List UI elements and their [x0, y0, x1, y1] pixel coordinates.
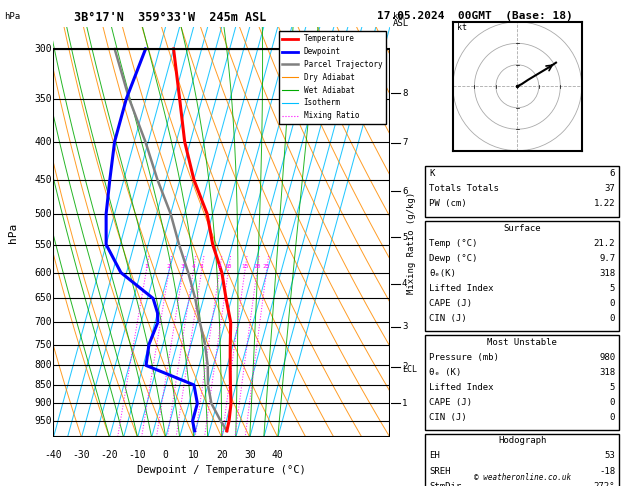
Text: 272°: 272° — [594, 482, 615, 486]
Text: 4: 4 — [402, 279, 408, 288]
Text: -18: -18 — [599, 467, 615, 476]
Text: 300: 300 — [34, 44, 52, 54]
Text: 25: 25 — [263, 264, 270, 269]
Text: Dewp (°C): Dewp (°C) — [429, 254, 477, 263]
Text: 850: 850 — [34, 380, 52, 390]
Text: 40: 40 — [272, 450, 284, 460]
Text: Hodograph: Hodograph — [498, 436, 546, 446]
Text: CIN (J): CIN (J) — [429, 314, 467, 323]
Text: -20: -20 — [101, 450, 118, 460]
Text: 750: 750 — [34, 340, 52, 349]
Text: EH: EH — [429, 451, 440, 461]
Text: 3: 3 — [402, 322, 408, 331]
Text: 4: 4 — [191, 264, 195, 269]
Text: Surface: Surface — [503, 224, 541, 233]
Text: 10: 10 — [225, 264, 232, 269]
Text: SREH: SREH — [429, 467, 450, 476]
Text: 1: 1 — [402, 399, 408, 408]
Text: hPa: hPa — [8, 223, 18, 243]
Legend: Temperature, Dewpoint, Parcel Trajectory, Dry Adiabat, Wet Adiabat, Isotherm, Mi: Temperature, Dewpoint, Parcel Trajectory… — [279, 31, 386, 124]
Text: PW (cm): PW (cm) — [429, 199, 467, 208]
Text: 450: 450 — [34, 175, 52, 185]
X-axis label: Dewpoint / Temperature (°C): Dewpoint / Temperature (°C) — [137, 465, 306, 475]
Text: 3: 3 — [181, 264, 185, 269]
Text: 0: 0 — [610, 314, 615, 323]
Text: 6: 6 — [402, 187, 408, 195]
Text: 20: 20 — [216, 450, 228, 460]
Text: ASL: ASL — [393, 19, 409, 28]
Text: θₑ (K): θₑ (K) — [429, 368, 461, 377]
Text: Temp (°C): Temp (°C) — [429, 239, 477, 248]
Text: -10: -10 — [129, 450, 147, 460]
Text: 0: 0 — [610, 413, 615, 422]
Text: 3B°17'N  359°33'W  245m ASL: 3B°17'N 359°33'W 245m ASL — [74, 11, 266, 24]
Text: 5: 5 — [199, 264, 203, 269]
Text: 8: 8 — [218, 264, 221, 269]
Text: 0: 0 — [610, 299, 615, 308]
Text: 20: 20 — [253, 264, 260, 269]
Text: CAPE (J): CAPE (J) — [429, 299, 472, 308]
Text: 5: 5 — [610, 383, 615, 392]
Text: 800: 800 — [34, 361, 52, 370]
Text: 9.7: 9.7 — [599, 254, 615, 263]
Text: 980: 980 — [599, 353, 615, 362]
Text: Lifted Index: Lifted Index — [429, 284, 494, 293]
Text: 1.22: 1.22 — [594, 199, 615, 208]
Text: 5: 5 — [610, 284, 615, 293]
Text: kt: kt — [457, 23, 467, 33]
Text: StmDir: StmDir — [429, 482, 461, 486]
Text: 700: 700 — [34, 317, 52, 328]
Text: 17.05.2024  00GMT  (Base: 18): 17.05.2024 00GMT (Base: 18) — [377, 11, 573, 21]
Text: 900: 900 — [34, 399, 52, 408]
Text: 318: 318 — [599, 269, 615, 278]
Text: 8: 8 — [402, 88, 408, 98]
Text: 2: 2 — [167, 264, 170, 269]
Text: 6: 6 — [610, 169, 615, 178]
Text: K: K — [429, 169, 435, 178]
Text: 550: 550 — [34, 240, 52, 249]
Text: 318: 318 — [599, 368, 615, 377]
Text: 5: 5 — [402, 233, 408, 242]
Text: 10: 10 — [188, 450, 199, 460]
Text: CIN (J): CIN (J) — [429, 413, 467, 422]
Text: Mixing Ratio (g/kg): Mixing Ratio (g/kg) — [408, 192, 416, 294]
Text: -40: -40 — [45, 450, 62, 460]
Text: 400: 400 — [34, 137, 52, 147]
Text: θₑ(K): θₑ(K) — [429, 269, 456, 278]
Text: 500: 500 — [34, 209, 52, 219]
Text: LCL: LCL — [402, 365, 417, 374]
Text: Most Unstable: Most Unstable — [487, 338, 557, 347]
Text: 21.2: 21.2 — [594, 239, 615, 248]
Text: hPa: hPa — [4, 12, 21, 21]
Text: km: km — [393, 12, 404, 21]
Text: 2: 2 — [402, 362, 408, 371]
Text: 15: 15 — [241, 264, 248, 269]
Text: 950: 950 — [34, 416, 52, 426]
Text: Pressure (mb): Pressure (mb) — [429, 353, 499, 362]
Text: 30: 30 — [244, 450, 255, 460]
Text: 37: 37 — [604, 184, 615, 193]
Text: -30: -30 — [73, 450, 91, 460]
Text: 0: 0 — [610, 398, 615, 407]
Text: 53: 53 — [604, 451, 615, 461]
Text: 350: 350 — [34, 94, 52, 104]
Text: 1: 1 — [144, 264, 148, 269]
Text: 7: 7 — [402, 138, 408, 147]
Text: Totals Totals: Totals Totals — [429, 184, 499, 193]
Text: 600: 600 — [34, 268, 52, 278]
Text: Lifted Index: Lifted Index — [429, 383, 494, 392]
Text: 0: 0 — [163, 450, 169, 460]
Text: © weatheronline.co.uk: © weatheronline.co.uk — [474, 473, 571, 482]
Text: CAPE (J): CAPE (J) — [429, 398, 472, 407]
Text: 650: 650 — [34, 294, 52, 303]
